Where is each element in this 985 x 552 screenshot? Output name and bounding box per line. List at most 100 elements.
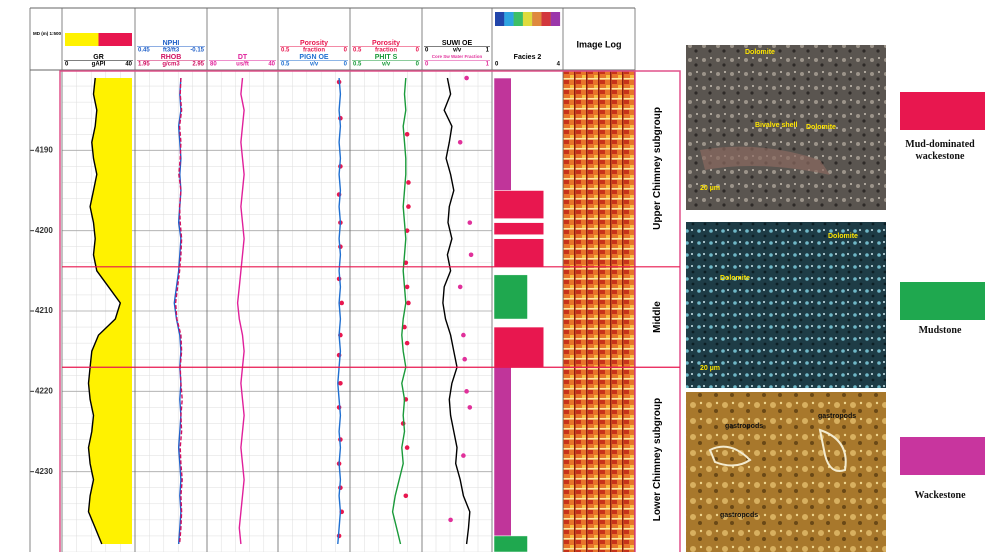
core-point <box>406 301 411 306</box>
facies-bar <box>494 223 544 235</box>
scale-max: -0.15 <box>190 48 204 54</box>
scale-max: 0 <box>416 48 420 54</box>
legend-swatch <box>900 437 985 475</box>
y-tick-label: 4210 <box>35 306 53 315</box>
curve-name: PHIT S <box>375 54 398 61</box>
curve-name: SUWI OE <box>442 40 473 47</box>
core-point <box>405 285 410 290</box>
core-point <box>468 220 473 225</box>
figure: MD (m) 1:500 4190 4200 4210 4220 4230 GR 0 gAPI… <box>0 0 985 552</box>
scale-min: 0.5 <box>281 48 290 54</box>
scale-unit: g/cm3 <box>162 62 180 68</box>
facies-bar <box>494 327 544 367</box>
curve-name: Porosity <box>300 40 328 47</box>
facies-bar <box>494 191 544 219</box>
y-tick-label: 4200 <box>35 226 53 235</box>
core-point <box>464 76 469 81</box>
scale-unit: fraction <box>303 48 325 54</box>
curve-name: GR <box>93 54 104 61</box>
zone-label: Upper Chimney subgroup <box>652 107 663 230</box>
well-log-chart: MD (m) 1:500 4190 4200 4210 4220 4230 GR 0 gAPI… <box>0 0 985 552</box>
curve-name: DT <box>238 54 248 61</box>
scale-max: 0 <box>344 48 348 54</box>
scale-max: 2.95 <box>192 62 204 68</box>
scale-unit: v/v <box>453 48 462 54</box>
core-point <box>462 357 467 362</box>
header-color-bar <box>65 33 102 46</box>
micrograph-label: Bivalve shell <box>755 122 797 129</box>
core-point <box>458 285 463 290</box>
legend-swatch <box>900 282 985 320</box>
facies-bar <box>494 367 511 536</box>
y-tick-label: 4230 <box>35 467 53 476</box>
facies-color-bar <box>532 12 541 26</box>
micrograph-label: Dolomite <box>828 233 858 240</box>
micrograph-label: 20 µm <box>700 185 720 192</box>
core-point <box>448 518 453 523</box>
core-point <box>461 453 466 458</box>
image-log <box>563 70 635 552</box>
core-point <box>468 405 473 410</box>
facies-title: Facies 2 <box>514 54 542 61</box>
scale-min: 80 <box>210 62 217 68</box>
facies-bar <box>494 239 544 267</box>
core-point <box>464 389 469 394</box>
core-point <box>469 252 474 257</box>
micrograph-label: gastropods <box>720 512 758 519</box>
legend-label: Wackestone <box>895 490 985 502</box>
y-tick-label: 4220 <box>35 386 53 395</box>
scale-min: 0 <box>425 62 429 68</box>
micrograph-label: Dolomite <box>806 124 836 131</box>
scale-min: 0.5 <box>353 62 362 68</box>
scale-max: 1 <box>486 48 490 54</box>
scale-max: 40 <box>268 62 275 68</box>
scale-min: 0 <box>65 62 69 68</box>
core-point <box>338 381 343 386</box>
core-point <box>406 180 411 185</box>
micrograph-label: Dolomite <box>720 275 750 282</box>
facies-bar <box>494 78 511 190</box>
y-tick-label: 4190 <box>35 145 53 154</box>
facies-bar <box>494 536 528 552</box>
scale-min: 0.45 <box>138 48 150 54</box>
scale-min: 0 <box>495 62 499 68</box>
zone-label: Middle <box>652 301 663 333</box>
core-point <box>461 333 466 338</box>
micrograph-label: Dolomite <box>745 49 775 56</box>
curve-name: NPHI <box>163 40 180 47</box>
scale-max: 0 <box>344 62 348 68</box>
core-point <box>339 301 344 306</box>
scale-unit: us/ft <box>236 62 249 68</box>
scale-max: 4 <box>557 62 561 68</box>
header-color-bar <box>99 33 133 46</box>
scale-unit: v/v <box>382 62 391 68</box>
core-point <box>406 204 411 209</box>
scale-unit: fraction <box>375 48 397 54</box>
curve-name: Core Sw Water Fraction <box>432 54 483 59</box>
facies-color-bar <box>514 12 523 26</box>
depth-label: MD (m) 1:500 <box>33 31 62 36</box>
micrograph <box>686 222 886 388</box>
scale-min: 0.5 <box>353 48 362 54</box>
facies-bar <box>494 275 528 319</box>
curve-name: RHOB <box>161 54 182 61</box>
legend-label: Mud-dominated wackestone <box>895 139 985 163</box>
core-point <box>405 341 410 346</box>
core-point <box>458 140 463 145</box>
legend-swatch <box>900 92 985 130</box>
facies-color-bar <box>542 12 551 26</box>
scale-unit: gAPI <box>92 62 106 68</box>
scale-max: 0 <box>416 62 420 68</box>
facies-color-bar <box>523 12 532 26</box>
zone-label: Lower Chimney subgroup <box>652 398 663 521</box>
facies-color-bar <box>504 12 513 26</box>
facies-color-bar <box>495 12 504 26</box>
core-point <box>405 445 410 450</box>
micrograph-label: 20 µm <box>700 365 720 372</box>
scale-min: 0.5 <box>281 62 290 68</box>
scale-max: 1 <box>486 62 490 68</box>
curve-name: Porosity <box>372 40 400 47</box>
facies-color-bar <box>551 12 560 26</box>
core-point <box>405 132 410 137</box>
micrograph-label: gastropods <box>818 413 856 420</box>
